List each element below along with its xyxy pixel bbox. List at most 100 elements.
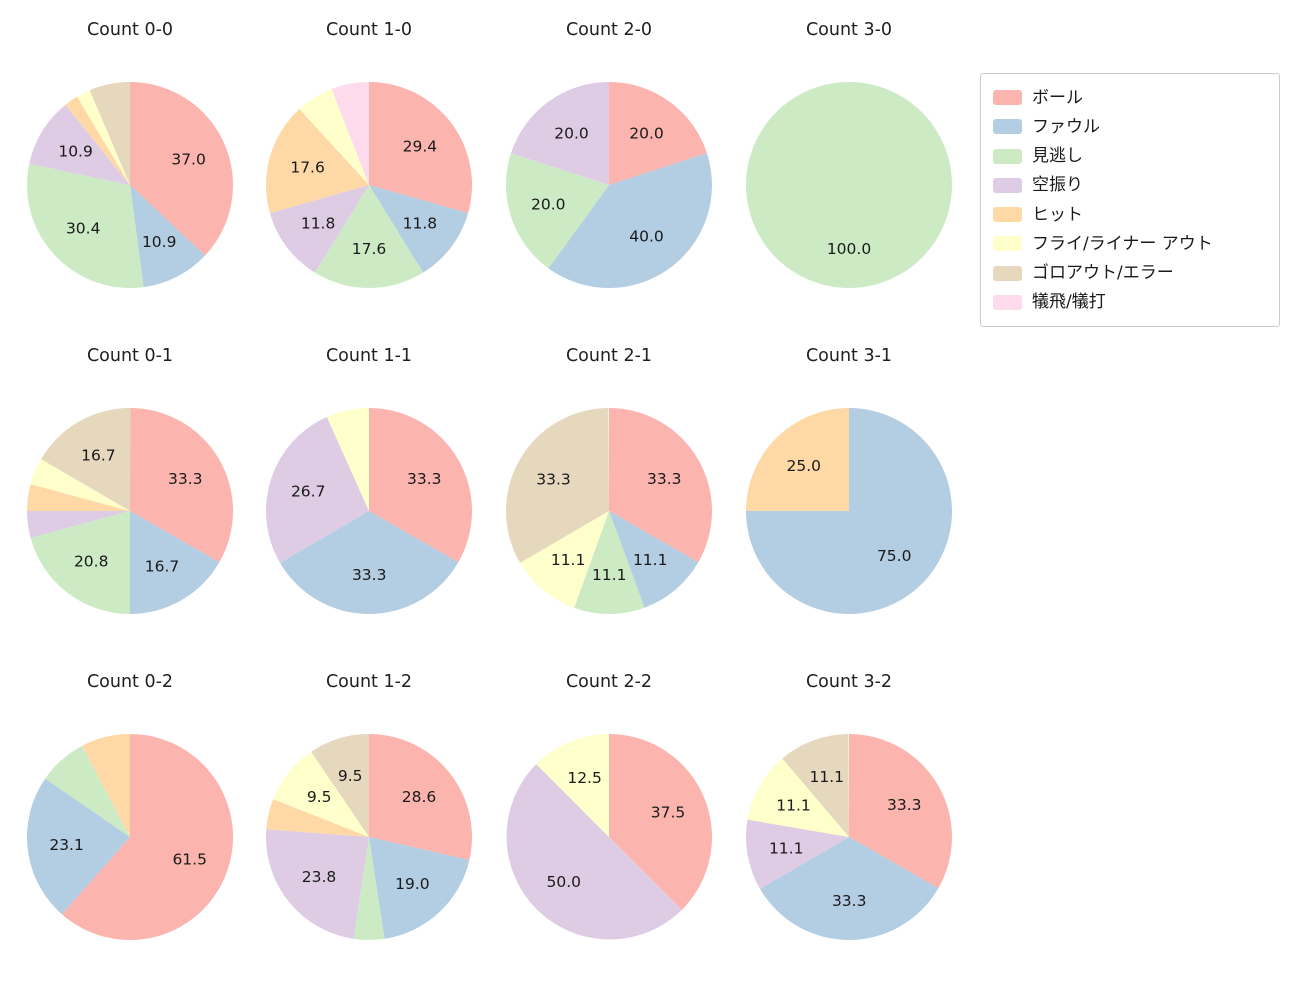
legend-swatch bbox=[993, 294, 1022, 310]
pie-slice bbox=[29, 104, 130, 185]
pie-slice bbox=[266, 109, 369, 214]
pie-slice-label: 20.0 bbox=[554, 124, 589, 142]
pie-slice-label: 33.3 bbox=[647, 470, 682, 488]
pie-slice bbox=[849, 734, 952, 889]
pie-slice-label: 12.5 bbox=[567, 769, 602, 787]
pie-slice bbox=[782, 734, 849, 837]
pie-slice-label: 33.3 bbox=[887, 796, 922, 814]
pie-slice bbox=[747, 758, 849, 837]
pie-chart: 33.3 11.1 11.1 11.1 33.3 bbox=[506, 408, 712, 615]
pie-slice bbox=[511, 82, 609, 185]
pie-slice bbox=[130, 511, 220, 614]
pie-slice bbox=[311, 734, 369, 837]
chart-title: Count 2-2 bbox=[565, 672, 653, 692]
pie-slice-label: 20.0 bbox=[531, 196, 566, 214]
pie-slice bbox=[746, 408, 849, 511]
pie-slice-label: 100.0 bbox=[827, 240, 871, 258]
pie-slice bbox=[89, 82, 130, 185]
pie-slice bbox=[506, 764, 682, 940]
pie-chart: 20.0 40.0 20.0 20.0 bbox=[505, 82, 713, 289]
pie-chart-cell: Count 1-0 29.4 11.8 17.6 11.8 17.6 bbox=[249, 20, 489, 305]
pie-slice bbox=[369, 185, 469, 273]
chart-title: Count 1-2 bbox=[325, 672, 413, 692]
pie-slice-label: 19.0 bbox=[395, 875, 430, 893]
pie-slice bbox=[27, 778, 131, 915]
pie-slice-label: 11.8 bbox=[301, 215, 336, 233]
pie-slice-label: 33.3 bbox=[832, 892, 867, 910]
legend-swatch bbox=[993, 265, 1022, 281]
legend-swatch bbox=[993, 90, 1022, 106]
pie-chart: 28.6 19.0 23.8 9.5 9.5 bbox=[265, 734, 473, 940]
pie-slice bbox=[746, 82, 952, 288]
pie-slice bbox=[760, 837, 939, 940]
pie-slice-label: 10.9 bbox=[142, 233, 177, 251]
pie-slice-label: 17.6 bbox=[352, 240, 387, 258]
pie-slice bbox=[369, 837, 470, 939]
pie-slice-label: 20.8 bbox=[74, 553, 109, 571]
pie-chart: 33.3 16.7 20.8 16.7 bbox=[27, 407, 233, 614]
legend-label: ファウル bbox=[1032, 116, 1100, 137]
pie-slice-label: 30.4 bbox=[66, 219, 101, 237]
pie-slice-label: 11.1 bbox=[633, 551, 668, 569]
pie-slice bbox=[369, 734, 473, 861]
pie-slice bbox=[266, 416, 369, 563]
chart-title: Count 0-0 bbox=[86, 20, 174, 40]
pie-slice-label: 25.0 bbox=[787, 457, 822, 475]
pie-chart: 75.0 25.0 bbox=[746, 408, 952, 614]
pie-slice bbox=[45, 745, 130, 837]
pie-slice bbox=[65, 96, 130, 185]
pie-chart: 37.5 50.0 12.5 bbox=[506, 734, 712, 940]
pie-slice-label: 16.7 bbox=[81, 447, 116, 465]
pie-slice-label: 26.7 bbox=[291, 483, 326, 501]
pie-slice bbox=[609, 82, 707, 185]
pie-chart-cell: Count 3-1 75.0 25.0 bbox=[729, 346, 969, 631]
pie-slice bbox=[369, 408, 472, 563]
legend-item: ファウル bbox=[993, 112, 1267, 141]
pie-chart: 33.3 33.3 26.7 bbox=[266, 408, 472, 614]
legend-swatch bbox=[993, 207, 1022, 223]
pie-slice bbox=[82, 734, 130, 837]
pie-chart-cell: Count 2-0 20.0 40.0 20.0 20.0 bbox=[489, 20, 729, 305]
pie-slice bbox=[548, 153, 713, 289]
pie-slice bbox=[331, 82, 369, 185]
pie-slice-label: 40.0 bbox=[629, 228, 664, 246]
pie-chart: 100.0 bbox=[746, 82, 952, 288]
pie-slice bbox=[574, 511, 645, 615]
pie-chart-cell: Count 2-1 33.3 11.1 11.1 11.1 33.3 bbox=[489, 346, 729, 631]
pie-slice bbox=[520, 511, 609, 608]
legend-swatch bbox=[993, 119, 1022, 135]
pie-slice bbox=[609, 734, 712, 910]
pie-slice bbox=[280, 511, 459, 614]
pie-slice-label: 9.5 bbox=[338, 767, 363, 785]
pie-slice-label: 9.5 bbox=[307, 788, 332, 806]
legend-swatch bbox=[993, 177, 1022, 193]
pie-slice bbox=[269, 185, 369, 273]
chart-title: Count 1-0 bbox=[325, 20, 413, 40]
pie-slice bbox=[27, 511, 130, 538]
pie-slice bbox=[61, 734, 233, 940]
pie-chart-cell: Count 3-2 33.3 33.3 11.1 11.1 11.1 bbox=[729, 672, 969, 957]
pie-chart-cell: Count 0-2 61.5 23.1 bbox=[10, 672, 250, 957]
pie-chart-cell: Count 0-1 33.3 16.7 20.8 16.7 bbox=[10, 346, 250, 631]
legend-item: ゴロアウト/エラー bbox=[993, 259, 1267, 288]
legend-swatch bbox=[993, 236, 1022, 252]
pie-slice bbox=[505, 153, 609, 269]
pie-slice-label: 28.6 bbox=[402, 788, 437, 806]
legend-label: ゴロアウト/エラー bbox=[1032, 263, 1174, 284]
legend: ボール ファウル 見逃し 空振り ヒット フライ/ライナー アウト ゴロアウト/… bbox=[980, 73, 1280, 327]
pie-slice bbox=[609, 408, 712, 563]
pie-slice bbox=[299, 89, 369, 185]
pie-slice-label: 75.0 bbox=[877, 547, 912, 565]
pie-slice bbox=[130, 185, 206, 288]
pie-slice-label: 11.1 bbox=[769, 839, 804, 857]
pie-chart-cell: Count 2-2 37.5 50.0 12.5 bbox=[489, 672, 729, 957]
legend-label: ヒット bbox=[1032, 204, 1083, 225]
pie-slice bbox=[41, 407, 131, 511]
pie-slice bbox=[506, 408, 609, 563]
legend-label: 犠飛/犠打 bbox=[1032, 292, 1106, 313]
pie-chart: 29.4 11.8 17.6 11.8 17.6 bbox=[266, 82, 472, 288]
pie-slice bbox=[369, 82, 472, 214]
pie-slice-label: 10.9 bbox=[58, 143, 93, 161]
pie-slice-label: 37.0 bbox=[171, 151, 206, 169]
pie-slice-label: 50.0 bbox=[547, 873, 582, 891]
